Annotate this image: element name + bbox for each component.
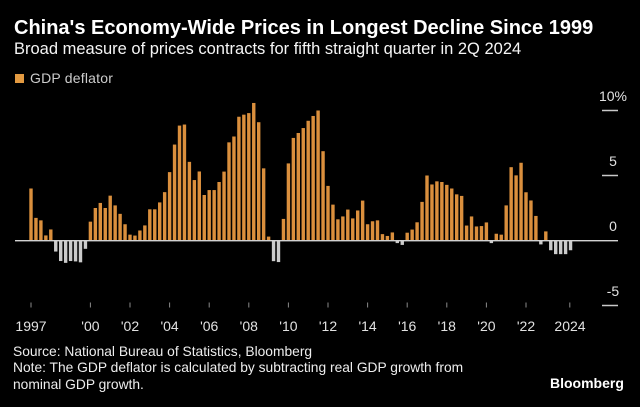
svg-text:'04: '04 bbox=[160, 318, 178, 334]
svg-text:10%: 10% bbox=[599, 88, 627, 104]
svg-text:'18: '18 bbox=[438, 318, 456, 334]
svg-text:5: 5 bbox=[609, 153, 617, 169]
svg-text:'14: '14 bbox=[358, 318, 376, 334]
svg-text:'20: '20 bbox=[477, 318, 495, 334]
svg-text:'12: '12 bbox=[319, 318, 337, 334]
svg-text:2024: 2024 bbox=[554, 318, 585, 334]
svg-text:'08: '08 bbox=[240, 318, 258, 334]
svg-text:1997: 1997 bbox=[15, 318, 46, 334]
svg-text:'10: '10 bbox=[279, 318, 297, 334]
svg-text:'02: '02 bbox=[121, 318, 139, 334]
svg-text:0: 0 bbox=[609, 218, 617, 234]
svg-text:'22: '22 bbox=[517, 318, 535, 334]
svg-text:'06: '06 bbox=[200, 318, 218, 334]
svg-text:'16: '16 bbox=[398, 318, 416, 334]
svg-text:'00: '00 bbox=[81, 318, 99, 334]
svg-text:-5: -5 bbox=[607, 283, 620, 299]
